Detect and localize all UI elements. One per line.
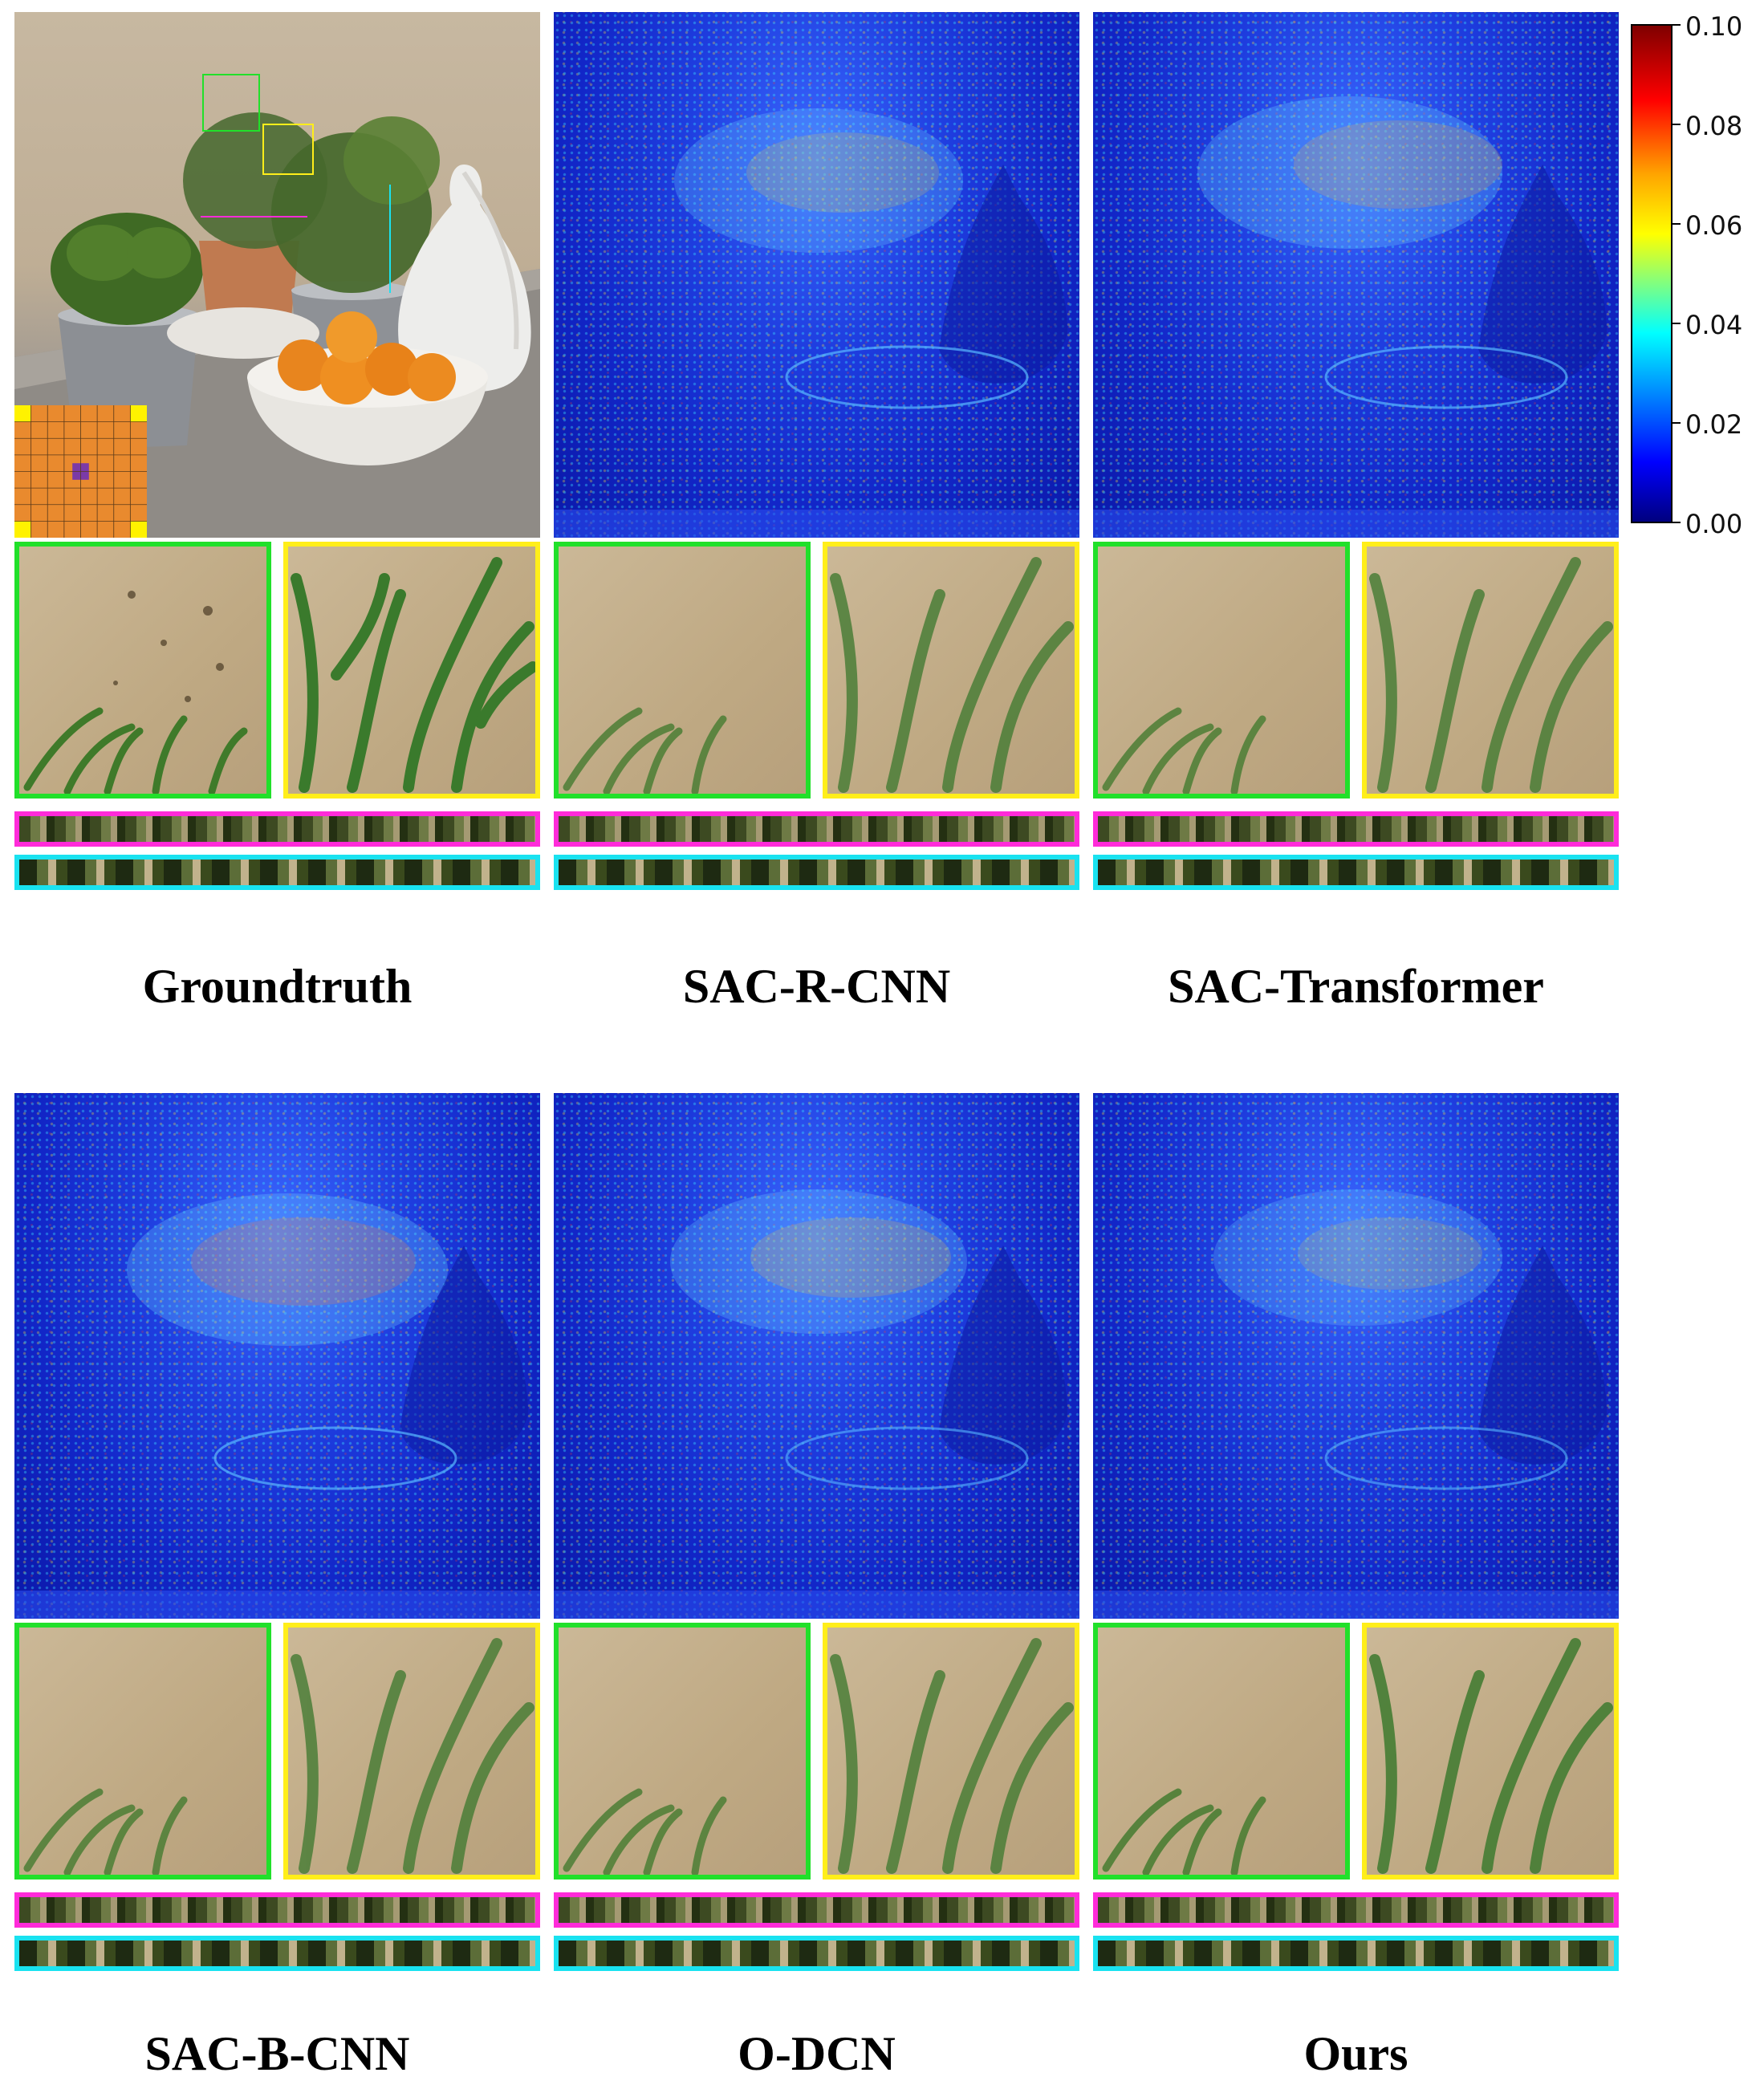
sac-b-cnn-error-map [14, 1093, 540, 1619]
caption-o-dcn: O-DCN [738, 2027, 896, 2080]
sac-r-cnn-green-crop [554, 542, 811, 799]
sac-transformer-cyan-strip [1093, 855, 1619, 890]
o-dcn-cyan-strip [554, 1936, 1079, 1971]
ours-cyan-strip [1093, 1936, 1619, 1971]
colorbar-label-4: 0.02 [1685, 409, 1743, 440]
colorbar-label-0: 0.10 [1685, 11, 1743, 42]
panel-sac-transformer [1093, 12, 1619, 890]
ours-green-crop [1093, 1623, 1350, 1880]
panel-groundtruth [14, 12, 540, 890]
sac-transformer-error-map [1093, 12, 1619, 538]
o-dcn-green-crop [554, 1623, 811, 1880]
panel-o-dcn [554, 1093, 1079, 1971]
groundtruth-scene-image [14, 12, 540, 538]
panel-ours [1093, 1093, 1619, 1971]
colorbar-label-3: 0.04 [1685, 310, 1743, 340]
colorbar-tick-3 [1673, 323, 1681, 324]
colorbar-tick-4 [1673, 422, 1681, 424]
sac-transformer-yellow-crop [1362, 542, 1619, 799]
o-dcn-error-map [554, 1093, 1079, 1619]
sac-r-cnn-cyan-strip [554, 855, 1079, 890]
sac-b-cnn-magenta-strip [14, 1892, 540, 1928]
caption-ours: Ours [1303, 2027, 1408, 2080]
colorbar-gradient [1631, 24, 1673, 523]
o-dcn-magenta-strip [554, 1892, 1079, 1928]
groundtruth-green-crop [14, 542, 271, 799]
colorbar-tick-0 [1673, 24, 1681, 26]
sac-transformer-green-crop [1093, 542, 1350, 799]
groundtruth-yellow-crop [283, 542, 540, 799]
o-dcn-yellow-crop [823, 1623, 1079, 1880]
caption-groundtruth: Groundtruth [142, 960, 413, 1013]
sac-r-cnn-error-map [554, 12, 1079, 538]
ours-yellow-crop [1362, 1623, 1619, 1880]
colorbar-tick-5 [1673, 522, 1681, 523]
colorbar-label-5: 0.00 [1685, 509, 1743, 539]
sac-transformer-magenta-strip [1093, 811, 1619, 847]
sac-r-cnn-yellow-crop [823, 542, 1079, 799]
groundtruth-magenta-strip [14, 811, 540, 847]
colorbar-label-2: 0.06 [1685, 210, 1743, 241]
sac-b-cnn-cyan-strip [14, 1936, 540, 1971]
groundtruth-cyan-strip [14, 855, 540, 890]
caption-sac-b-cnn: SAC-B-CNN [144, 2027, 410, 2080]
ours-magenta-strip [1093, 1892, 1619, 1928]
sac-r-cnn-magenta-strip [554, 811, 1079, 847]
colorbar-tick-2 [1673, 223, 1681, 225]
sampling-grid-inset [14, 405, 147, 538]
caption-sac-r-cnn: SAC-R-CNN [682, 960, 951, 1013]
sac-b-cnn-green-crop [14, 1623, 271, 1880]
panel-sac-r-cnn [554, 12, 1079, 890]
colorbar-label-1: 0.08 [1685, 111, 1743, 141]
panel-sac-b-cnn [14, 1093, 540, 1971]
colorbar: 0.10 0.08 0.06 0.04 0.02 0.00 [1631, 11, 1759, 539]
sac-b-cnn-yellow-crop [283, 1623, 540, 1880]
colorbar-tick-1 [1673, 124, 1681, 125]
caption-sac-transformer: SAC-Transformer [1168, 960, 1544, 1013]
ours-error-map [1093, 1093, 1619, 1619]
